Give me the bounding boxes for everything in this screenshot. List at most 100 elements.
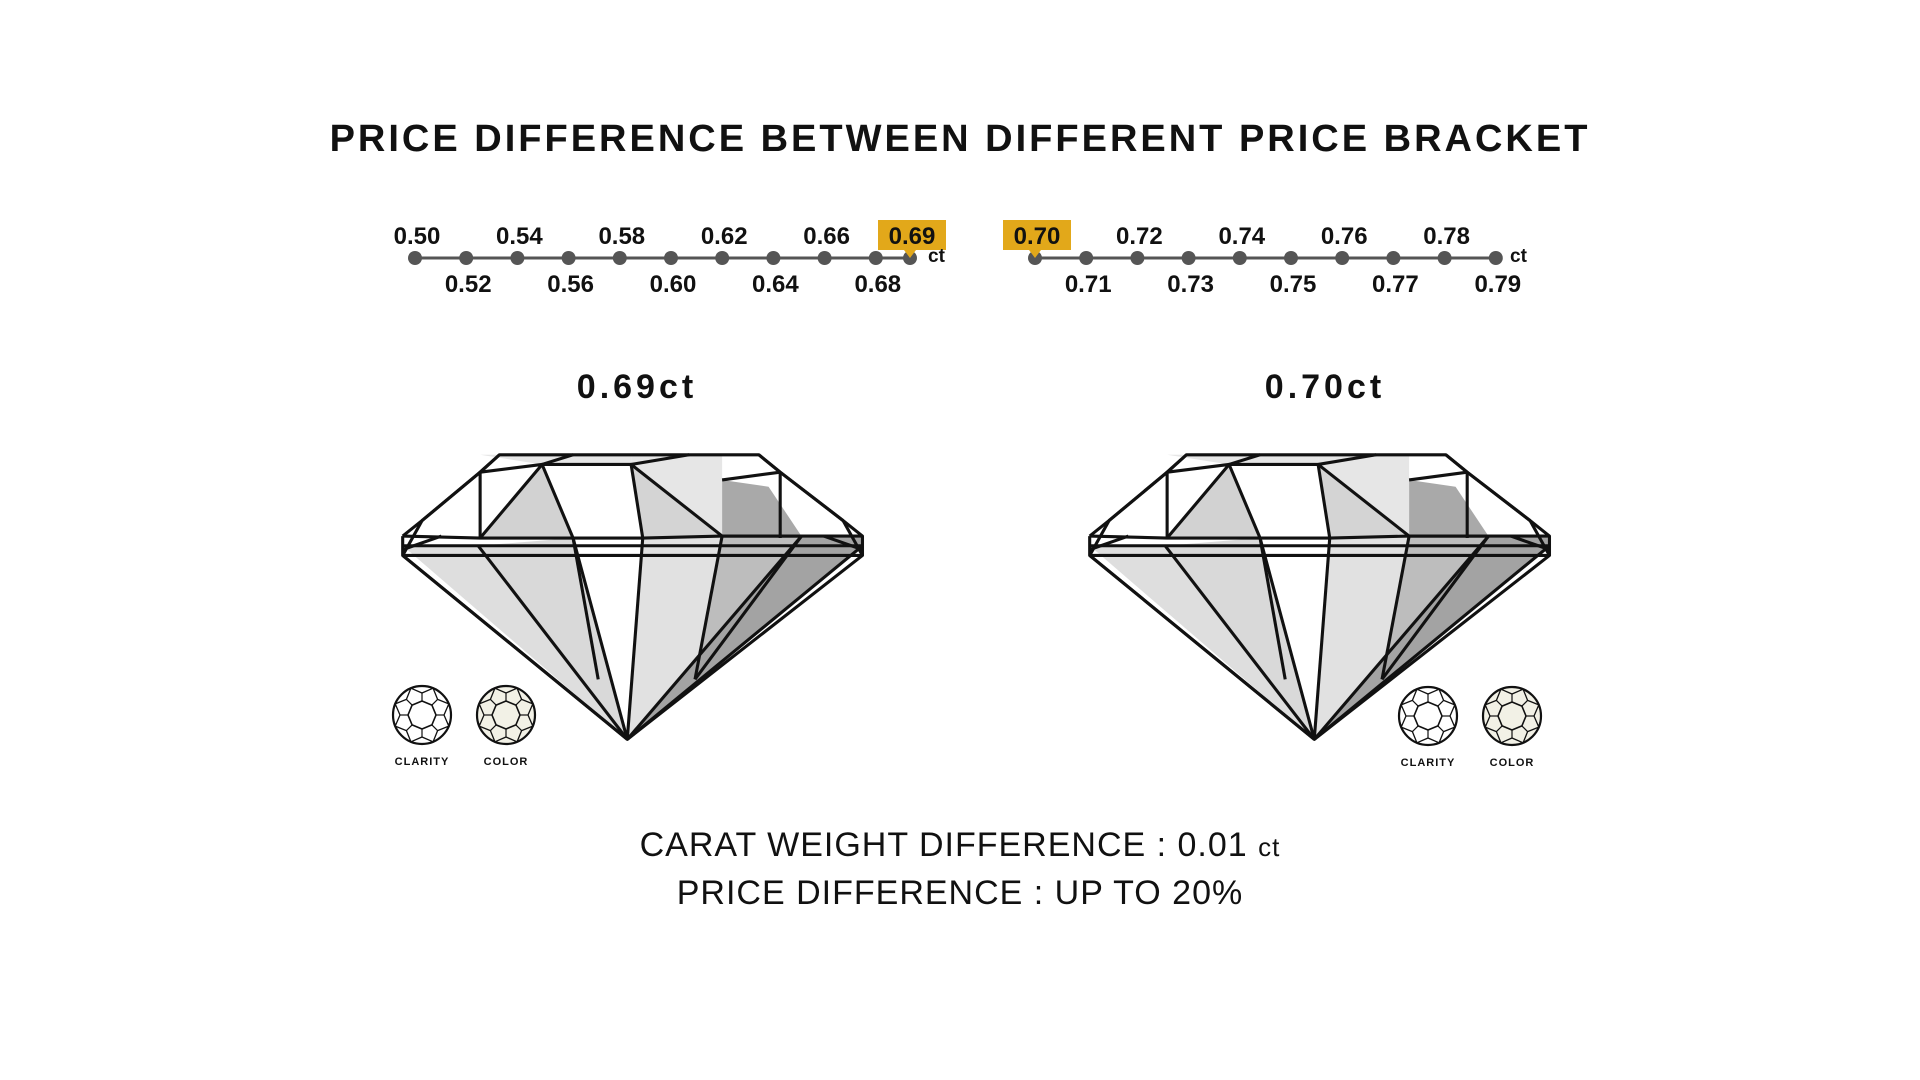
clarity-icon — [1397, 685, 1459, 747]
facet-edge — [1466, 470, 1532, 522]
page-title: PRICE DIFFERENCE BETWEEN DIFFERENT PRICE… — [329, 118, 1591, 160]
clarity-icon — [391, 684, 453, 746]
scale-tick-label: 0.52 — [445, 271, 492, 298]
facet-edge — [1317, 453, 1377, 466]
scale-tick-label: 0.64 — [752, 271, 799, 298]
scale-dot — [408, 251, 422, 265]
facet-edge — [629, 464, 645, 539]
facet-edge — [1316, 464, 1332, 539]
scale-dot — [510, 251, 525, 265]
facet-line — [1496, 700, 1503, 707]
scale-tick-label: 0.66 — [803, 223, 850, 250]
scale-tick-label: 0.73 — [1167, 271, 1214, 298]
highlight-pointer — [904, 250, 916, 258]
scale-dot — [766, 251, 781, 265]
diamond-right-label: 0.70ct — [1264, 368, 1386, 406]
scale-tick-label: 0.78 — [1423, 223, 1470, 250]
scale-tick-label: 0.70 — [1014, 223, 1061, 250]
facet-shade — [402, 545, 628, 740]
facet-shade — [627, 536, 723, 740]
diamond-right-icon — [1088, 453, 1552, 741]
scale-dot — [1437, 251, 1452, 265]
facet-edge — [721, 470, 781, 482]
facet-line — [515, 699, 522, 706]
facet-edge — [1312, 537, 1332, 740]
scale-tick-label: 0.79 — [1474, 271, 1521, 298]
clarity-badge-right: CLARITY — [1388, 684, 1468, 769]
facet-line — [1521, 700, 1528, 707]
facet-edge — [541, 453, 574, 466]
facet-line — [490, 699, 497, 706]
summary-carat-text: CARAT WEIGHT DIFFERENCE : 0.01 — [639, 826, 1248, 864]
facet-edge — [421, 471, 482, 522]
color-icon — [1481, 685, 1543, 747]
highlight-box — [1003, 220, 1071, 250]
scale-dot — [561, 251, 576, 265]
facet-line — [406, 724, 413, 731]
scale-dot — [868, 251, 883, 265]
scale-dot — [817, 251, 832, 265]
facet-shade — [631, 454, 723, 537]
facet-edge — [401, 554, 629, 741]
scale-dot — [1488, 251, 1503, 265]
facet-edge — [1510, 534, 1550, 552]
facet-line — [1437, 700, 1444, 707]
facet-edge — [1380, 534, 1491, 681]
scale-unit: ct — [1510, 246, 1528, 267]
scale-tick-label: 0.54 — [496, 223, 543, 250]
facet-edge — [1108, 471, 1169, 522]
summary-carat-difference: CARAT WEIGHT DIFFERENCE : 0.01 ct — [0, 826, 1920, 865]
facet-edge — [1408, 470, 1468, 482]
scale-tick-label: 0.75 — [1270, 271, 1317, 298]
facet-line — [1412, 700, 1419, 707]
facet-shade — [627, 536, 863, 740]
facet-edge — [476, 544, 629, 741]
facet-line — [431, 724, 438, 731]
color-icon — [475, 684, 537, 746]
scale-dot — [1232, 251, 1247, 265]
scale-dot — [1130, 251, 1145, 265]
scale-tick-label: 0.72 — [1116, 223, 1163, 250]
scale-tick-label: 0.71 — [1065, 271, 1112, 298]
facet-edge — [1313, 535, 1490, 741]
scale-dot — [1335, 251, 1350, 265]
scale-tick-label: 0.50 — [394, 223, 441, 250]
facet-edge — [1088, 554, 1316, 741]
color-caption: COLOR — [483, 756, 529, 768]
scale-tick-label: 0.60 — [650, 271, 697, 298]
facet-edge — [1163, 544, 1316, 741]
scale-right: 0.700.710.720.730.740.750.760.770.780.79… — [1003, 220, 1528, 298]
facet-edge — [779, 470, 845, 522]
scale-tick-label: 0.68 — [854, 271, 901, 298]
facet-shade — [1314, 536, 1410, 740]
scale-tick-label: 0.62 — [701, 223, 748, 250]
scale-tick-label: 0.58 — [598, 223, 645, 250]
highlight-box — [878, 220, 946, 250]
summary-carat-unit: ct — [1258, 832, 1281, 862]
facet-line — [1496, 725, 1503, 732]
color-caption: COLOR — [1489, 757, 1535, 769]
scale-dot — [1284, 251, 1298, 265]
facet-edge — [626, 535, 803, 741]
facet-edge — [1313, 544, 1551, 741]
summary-price-difference: PRICE DIFFERENCE : UP TO 20% — [676, 874, 1244, 912]
scale-left: 0.500.520.540.560.580.600.620.640.660.68… — [394, 220, 946, 298]
facet-edge — [1089, 534, 1129, 552]
facet-edge — [626, 544, 864, 741]
scale-dot — [1386, 251, 1401, 265]
clarity-badge-left: CLARITY — [382, 683, 462, 768]
facet-line — [490, 724, 497, 731]
facet-edge — [1258, 537, 1316, 740]
scale-tick-label: 0.77 — [1372, 271, 1419, 298]
scale-dot — [1079, 251, 1094, 265]
scale-dot — [1181, 251, 1196, 265]
facet-shade — [722, 479, 802, 537]
scale-dot — [664, 251, 678, 265]
facet-edge — [630, 453, 690, 466]
facet-line — [406, 699, 413, 706]
scale-dot — [612, 251, 627, 265]
facet-edge — [402, 534, 442, 552]
scale-tick-label: 0.76 — [1321, 223, 1368, 250]
highlight-pointer — [1029, 250, 1041, 258]
scale-tick-label: 0.56 — [547, 271, 594, 298]
